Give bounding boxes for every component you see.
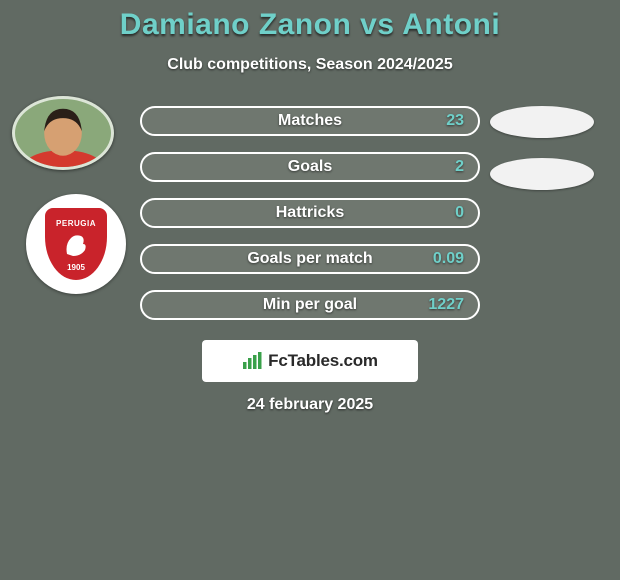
date-text: 24 february 2025 (0, 396, 620, 414)
fctables-badge[interactable]: FcTables.com (202, 340, 418, 382)
stat-label: Goals (142, 158, 478, 176)
avatar-graphic (15, 99, 111, 167)
crest-year: 1905 (67, 263, 85, 272)
stats-column: Matches23 Goals2 Hattricks0 Goals per match… (140, 106, 480, 336)
stat-value: 23 (446, 112, 464, 130)
stat-pill: Goals per match0.09 (140, 244, 480, 274)
griffin-icon (63, 230, 89, 262)
stat-pill: Goals2 (140, 152, 480, 182)
page-title: Damiano Zanon vs Antoni (0, 0, 620, 42)
player-avatar (12, 96, 114, 170)
opponent-placeholder (490, 158, 594, 190)
stat-pill: Hattricks0 (140, 198, 480, 228)
opponent-placeholder (490, 106, 594, 138)
stat-label: Hattricks (142, 204, 478, 222)
stat-value: 2 (455, 158, 464, 176)
stat-value: 0 (455, 204, 464, 222)
stat-value: 1227 (428, 296, 464, 314)
subtitle: Club competitions, Season 2024/2025 (0, 56, 620, 74)
fctables-label: FcTables.com (268, 351, 378, 371)
crest-shield: PERUGIA 1905 (45, 208, 107, 280)
stat-value: 0.09 (433, 250, 464, 268)
club-crest: PERUGIA 1905 (26, 194, 126, 294)
stat-pill: Matches23 (140, 106, 480, 136)
bar-chart-icon (242, 352, 262, 370)
stat-label: Min per goal (142, 296, 478, 314)
crest-top-text: PERUGIA (56, 219, 96, 228)
content-area: PERUGIA 1905 Matches23 Goals2 Hattricks0 Go… (0, 96, 620, 336)
stat-label: Goals per match (142, 250, 478, 268)
stat-pill: Min per goal1227 (140, 290, 480, 320)
right-column (490, 106, 610, 210)
stat-label: Matches (142, 112, 478, 130)
avatar-svg (15, 99, 111, 170)
comparison-card: Damiano Zanon vs Antoni Club competition… (0, 0, 620, 580)
